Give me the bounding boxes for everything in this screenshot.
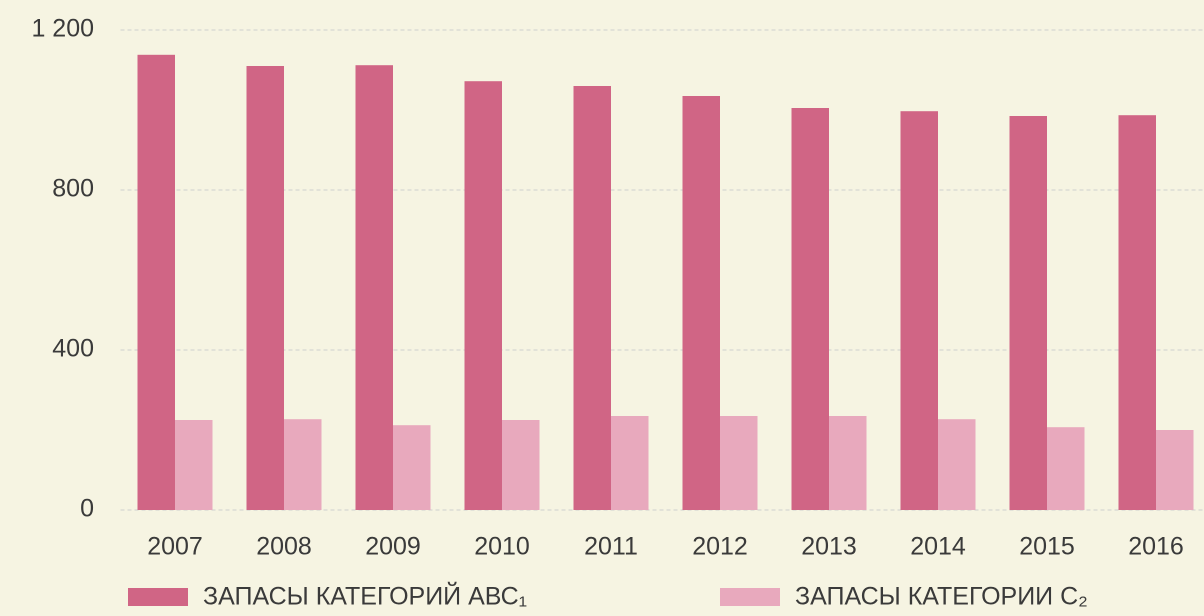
bar — [393, 425, 431, 510]
x-tick-label: 2013 — [801, 533, 857, 561]
bar — [355, 65, 393, 510]
legend-swatch — [720, 588, 780, 606]
legend-label: ЗАПАСЫ КАТЕГОРИЙ АВС₁ — [203, 581, 527, 611]
y-tick-label: 0 — [80, 495, 94, 523]
legend-swatch — [128, 588, 188, 606]
legend-label: ЗАПАСЫ КАТЕГОРИИ С₂ — [795, 583, 1088, 611]
x-tick-label: 2008 — [256, 533, 312, 561]
x-tick-label: 2010 — [474, 533, 530, 561]
bar — [829, 416, 867, 510]
bar — [284, 419, 322, 510]
bar — [464, 81, 502, 510]
bar — [791, 108, 829, 510]
y-tick-label: 1 200 — [31, 15, 94, 43]
bar — [137, 54, 175, 511]
x-tick-label: 2007 — [147, 533, 203, 561]
x-tick-label: 2015 — [1019, 533, 1075, 561]
bar — [720, 416, 758, 510]
y-tick-label: 400 — [52, 335, 94, 363]
x-tick-label: 2012 — [692, 533, 748, 561]
bar — [246, 66, 284, 510]
bar — [573, 86, 611, 510]
bar — [938, 419, 976, 510]
bar — [175, 420, 213, 510]
x-tick-label: 2011 — [584, 533, 638, 561]
bar — [1009, 116, 1047, 510]
x-tick-label: 2009 — [365, 533, 421, 561]
bar — [900, 111, 938, 510]
y-tick-label: 800 — [52, 175, 94, 203]
bar — [611, 416, 649, 510]
bar — [1047, 427, 1085, 510]
bar — [682, 96, 720, 510]
bar — [1118, 115, 1156, 510]
bar — [1156, 430, 1194, 510]
x-tick-label: 2016 — [1128, 533, 1184, 561]
bar — [502, 420, 540, 510]
x-tick-label: 2014 — [910, 533, 966, 561]
